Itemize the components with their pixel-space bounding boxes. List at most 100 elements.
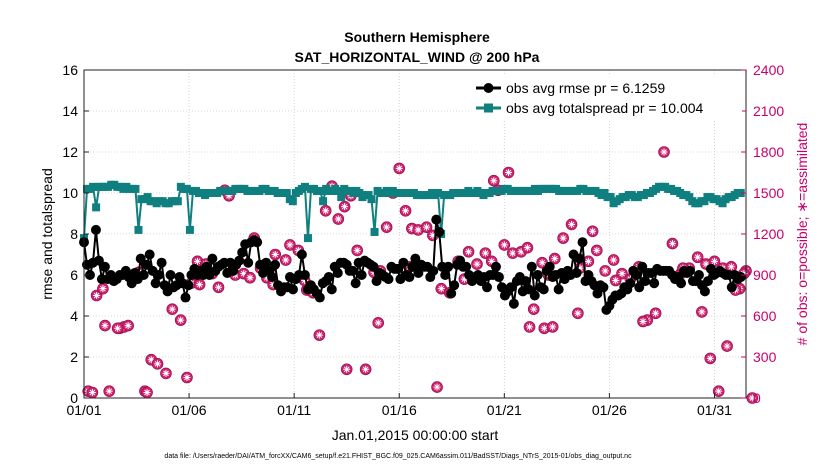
rmse-point xyxy=(243,257,254,268)
rmse-point xyxy=(490,261,501,272)
obs-count-asterisk xyxy=(500,241,508,249)
totalspread-point xyxy=(288,197,297,206)
obs-count-point xyxy=(279,254,292,266)
totalspread-point xyxy=(89,182,98,191)
obs-count-asterisk xyxy=(576,264,584,272)
obs-count-point xyxy=(590,244,603,257)
obs-count-asterisk xyxy=(93,292,101,299)
obs-count-point xyxy=(666,237,679,250)
obs-count-point xyxy=(284,239,296,251)
obs-count-point xyxy=(380,221,393,233)
obs-count-asterisk xyxy=(168,305,176,313)
y-right-tick-label: 1500 xyxy=(753,185,784,201)
rmse-point xyxy=(404,272,415,283)
rmse-point xyxy=(532,270,543,280)
obs-count-asterisk xyxy=(322,207,330,215)
y-left-tick-label: 6 xyxy=(70,267,78,283)
obs-count-point xyxy=(372,317,385,329)
legend-rmse-label: obs avg rmse pr = 6.1259 xyxy=(506,80,665,96)
obs-count-point xyxy=(462,245,475,258)
obs-count-point xyxy=(658,146,670,158)
obs-count-asterisk xyxy=(660,148,668,156)
obs-count-point xyxy=(166,303,179,315)
obs-count-asterisk xyxy=(246,274,254,282)
obs-count-asterisk xyxy=(286,241,294,249)
obs-count-asterisk xyxy=(395,164,403,172)
rmse-point xyxy=(428,265,439,276)
rmse-point xyxy=(592,288,603,299)
rmse-point xyxy=(640,276,651,287)
data-file-note: data file: /Users/raeder/DAI/ATM_forcXX/… xyxy=(164,453,632,460)
y-left-tick-label: 8 xyxy=(70,226,78,242)
y-left-tick-label: 10 xyxy=(62,185,78,201)
totalspread-point xyxy=(282,189,291,197)
rmse-point xyxy=(508,298,519,309)
obs-count-asterisk xyxy=(748,394,756,402)
obs-count-asterisk xyxy=(183,374,191,381)
obs-count-asterisk xyxy=(162,369,170,377)
totalspread-point xyxy=(606,193,615,202)
totalspread-point xyxy=(600,189,609,197)
obs-count-asterisk xyxy=(460,275,468,283)
obs-count-asterisk xyxy=(702,260,710,268)
obs-count-asterisk xyxy=(301,276,309,284)
obs-count-point xyxy=(488,174,500,187)
obs-count-point xyxy=(160,367,172,380)
totalspread-point xyxy=(355,189,364,197)
x-tick-label: 01/26 xyxy=(592,402,627,418)
totalspread-point xyxy=(700,197,709,206)
obs-count-asterisk xyxy=(429,231,437,239)
legend-spread-label: obs avg totalspread pr = 10.004 xyxy=(506,100,704,116)
totalspread-point xyxy=(367,195,376,204)
rmse-point xyxy=(299,270,310,280)
totalspread-point xyxy=(92,203,101,212)
obs-count-point xyxy=(338,200,351,213)
obs-count-asterisk xyxy=(698,308,706,316)
obs-count-asterisk xyxy=(568,220,576,228)
obs-count-point xyxy=(498,239,511,251)
obs-count-point xyxy=(359,363,372,376)
x-tick-label: 01/31 xyxy=(697,402,732,418)
obs-count-asterisk xyxy=(343,365,351,373)
obs-count-point xyxy=(151,358,164,370)
obs-count-asterisk xyxy=(99,285,107,293)
obs-count-asterisk xyxy=(353,246,361,254)
obs-count-asterisk xyxy=(215,283,223,291)
rmse-point xyxy=(598,282,609,293)
totalspread-point xyxy=(364,191,373,200)
obs-count-asterisk xyxy=(282,256,290,264)
rmse-point xyxy=(261,257,272,268)
obs-count-asterisk xyxy=(402,207,410,215)
rmse-point xyxy=(371,276,382,287)
y-right-tick-label: 600 xyxy=(753,308,777,324)
obs-count-point xyxy=(399,204,412,217)
rmse-point xyxy=(207,253,218,264)
rmse-point xyxy=(347,265,358,276)
obs-count-asterisk xyxy=(584,257,592,265)
rmse-point xyxy=(368,261,379,272)
obs-count-point xyxy=(637,315,649,328)
obs-count-point xyxy=(721,340,733,352)
obs-count-point xyxy=(502,166,515,179)
obs-count-asterisk xyxy=(694,253,702,261)
rmse-point xyxy=(410,253,421,264)
totalspread-point xyxy=(316,186,325,195)
obs-count-point xyxy=(506,247,519,259)
obs-count-asterisk xyxy=(490,177,498,185)
y-axis-right-label: # of obs: o=possible; ∗=assimilated xyxy=(794,123,810,346)
rmse-point xyxy=(165,270,176,280)
obs-count-asterisk xyxy=(526,323,534,331)
obs-count-asterisk xyxy=(601,267,609,275)
obs-count-asterisk xyxy=(437,285,445,293)
obs-count-point xyxy=(86,386,99,399)
rmse-point xyxy=(90,224,101,235)
rmse-point xyxy=(440,270,451,280)
obs-count-point xyxy=(565,218,578,231)
obs-count-point xyxy=(649,307,662,320)
obs-count-asterisk xyxy=(105,387,113,395)
obs-count-asterisk xyxy=(727,263,735,271)
obs-count-point xyxy=(479,247,492,259)
rmse-point xyxy=(449,280,460,291)
rmse-point xyxy=(356,270,367,280)
obs-count-asterisk xyxy=(574,309,582,317)
